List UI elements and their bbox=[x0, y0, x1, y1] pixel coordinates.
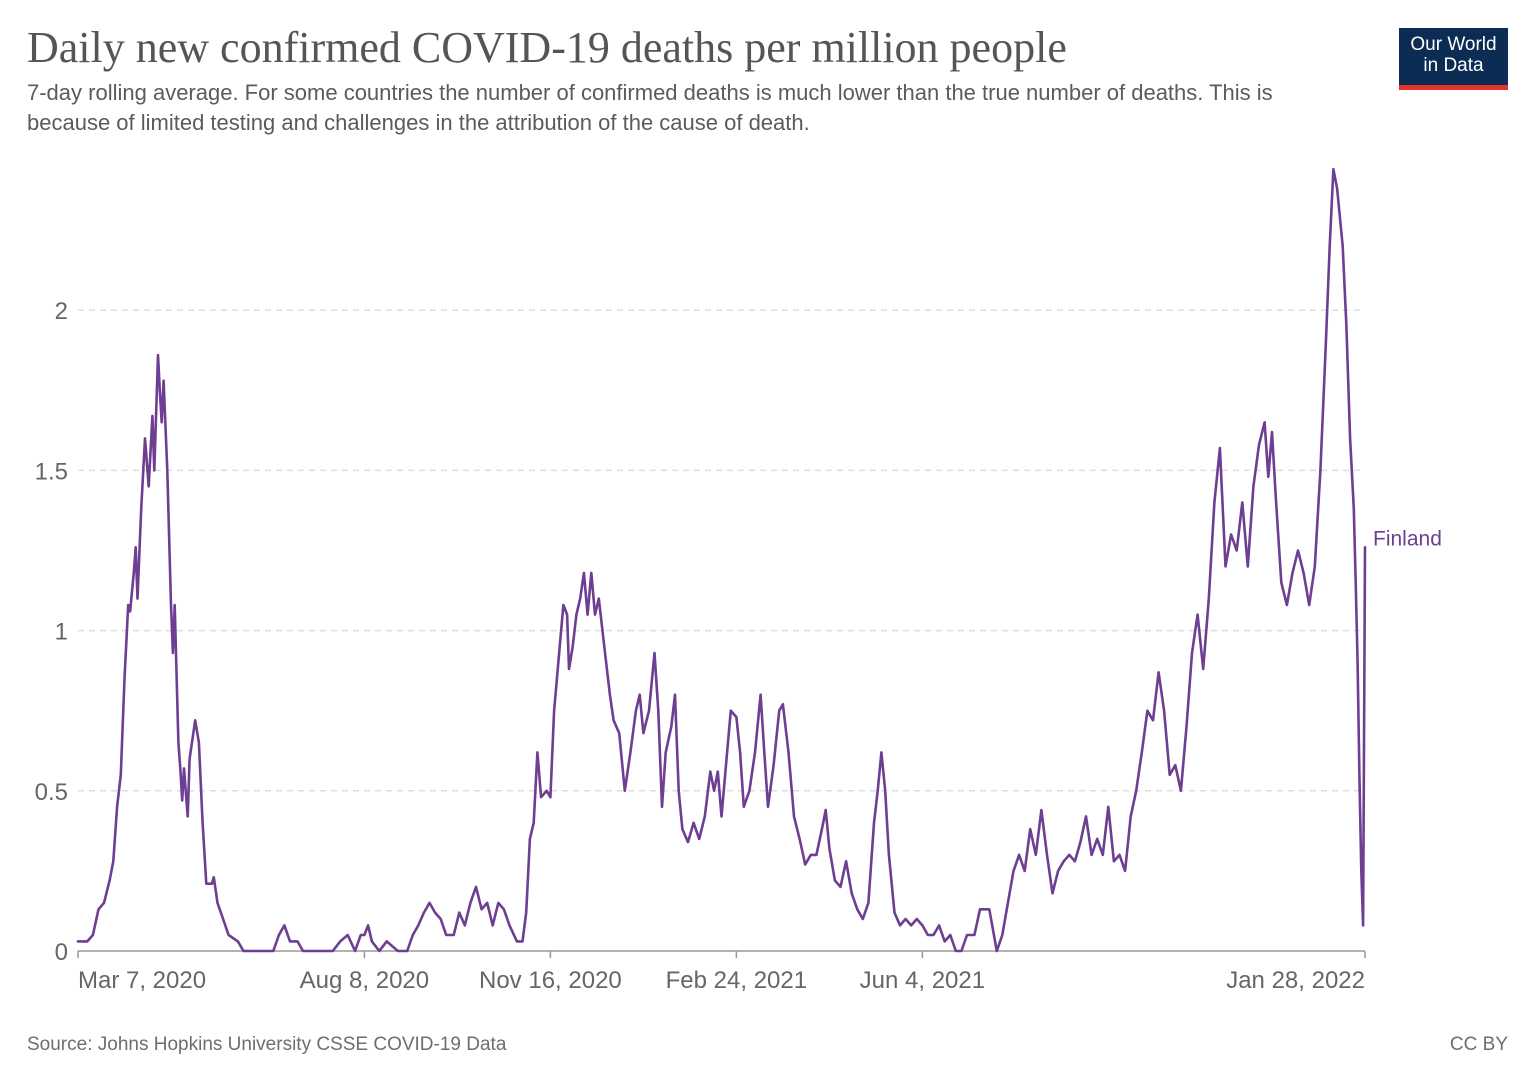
line-chart: 0 0.5 1 1.5 2 Mar 7, 2020 Aug 8, 2020 Nov 16, … bbox=[35, 167, 1442, 994]
y-tick-label: 1 bbox=[55, 619, 68, 646]
license-link[interactable]: CC BY bbox=[1449, 1034, 1508, 1055]
x-tick-label: Nov 16, 2020 bbox=[479, 967, 622, 994]
x-axis: Mar 7, 2020 Aug 8, 2020 Nov 16, 2020 Feb 24… bbox=[77, 950, 1366, 994]
owid-logo[interactable]: Our World in Data bbox=[1399, 28, 1508, 90]
x-tick-label: Aug 8, 2020 bbox=[300, 967, 429, 994]
x-tick-label: Feb 24, 2021 bbox=[666, 967, 807, 994]
y-tick-label: 1.5 bbox=[35, 458, 68, 485]
series-labels: Finland bbox=[1373, 527, 1442, 550]
source-note[interactable]: Source: Johns Hopkins University CSSE CO… bbox=[27, 1034, 507, 1055]
gridlines bbox=[78, 309, 1365, 792]
y-axis-tick-labels: 0 0.5 1 1.5 2 bbox=[35, 298, 68, 966]
x-tick-label: Mar 7, 2020 bbox=[78, 967, 206, 994]
x-tick-label: Jan 28, 2022 bbox=[1226, 967, 1365, 994]
logo-line-2: in Data bbox=[1423, 55, 1484, 76]
series-lines bbox=[76, 167, 1367, 953]
y-tick-label: 2 bbox=[55, 298, 68, 325]
series-label: Finland bbox=[1373, 527, 1442, 550]
logo-line-1: Our World bbox=[1410, 34, 1497, 55]
y-tick-label: 0 bbox=[55, 939, 68, 966]
chart-subtitle: 7-day rolling average. For some countrie… bbox=[27, 80, 1273, 135]
chart-title: Daily new confirmed COVID-19 deaths per … bbox=[27, 23, 1067, 72]
x-tick-label: Jun 4, 2021 bbox=[860, 967, 985, 994]
y-tick-label: 0.5 bbox=[35, 779, 68, 806]
series-line-finland bbox=[76, 167, 1367, 953]
